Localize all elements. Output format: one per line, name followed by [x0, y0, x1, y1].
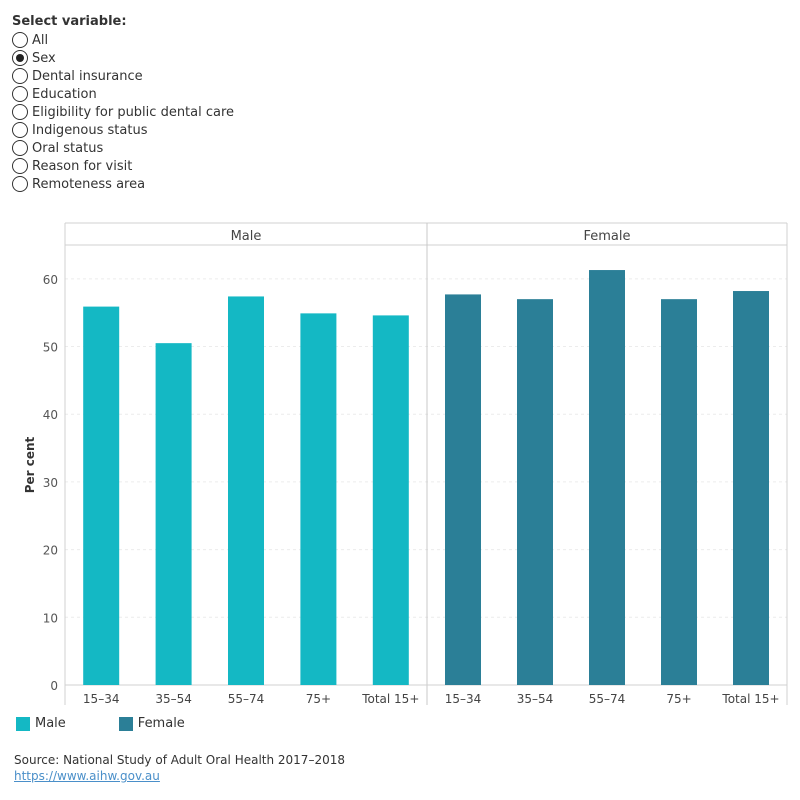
pane-header-female: Female — [583, 229, 630, 244]
radio-button[interactable] — [12, 140, 28, 156]
x-tick-label: 35–54 — [155, 692, 192, 706]
radio-option-all[interactable]: All — [12, 31, 234, 49]
y-axis-title: Per cent — [23, 436, 37, 493]
bar-male-4 — [372, 315, 409, 685]
bar-male-3 — [300, 313, 337, 685]
legend: Male Female — [16, 716, 238, 731]
radio-list: All Sex Dental insurance Education Eligibili… — [12, 31, 234, 193]
radio-option-dental-insurance[interactable]: Dental insurance — [12, 67, 234, 85]
radio-button[interactable] — [12, 122, 28, 138]
radio-option-oral-status[interactable]: Oral status — [12, 139, 234, 157]
bar-female-2 — [589, 270, 625, 685]
legend-item-male[interactable]: Male — [16, 716, 66, 731]
bar-male-1 — [155, 343, 192, 685]
bar-chart: 0 10 20 30 40 50 60 Per cent Male 15–34 35–54 55–74… — [23, 222, 788, 706]
bar-female-4 — [733, 291, 769, 685]
radio-label: Sex — [32, 50, 56, 66]
radio-button[interactable] — [12, 86, 28, 102]
bar-male-2 — [228, 296, 264, 685]
radio-label: Education — [32, 86, 97, 102]
y-tick-label: 20 — [43, 544, 58, 558]
bar-female-1 — [517, 299, 553, 685]
radio-option-sex[interactable]: Sex — [12, 49, 234, 67]
y-tick-label: 50 — [43, 341, 58, 355]
bar-male-0 — [83, 306, 120, 685]
y-tick-label: 40 — [43, 408, 58, 422]
pane-header-male: Male — [231, 229, 262, 244]
radio-button[interactable] — [12, 158, 28, 174]
radio-option-eligibility-for-public-dental-care[interactable]: Eligibility for public dental care — [12, 103, 234, 121]
filter-title: Select variable: — [12, 14, 127, 29]
y-tick-label: 60 — [43, 273, 58, 287]
x-tick-label: 55–74 — [228, 692, 265, 706]
radio-label: All — [32, 32, 49, 48]
legend-item-female[interactable]: Female — [118, 716, 185, 731]
x-tick-label: 75+ — [306, 692, 331, 706]
x-tick-label: 15–34 — [83, 692, 120, 706]
radio-option-indigenous-status[interactable]: Indigenous status — [12, 121, 234, 139]
radio-button[interactable] — [12, 104, 28, 120]
x-tick-label: 15–34 — [445, 692, 482, 706]
legend-swatch-female — [118, 716, 133, 731]
radio-label: Eligibility for public dental care — [32, 104, 235, 120]
x-tick-label: Total 15+ — [361, 692, 419, 706]
x-tick-label: Total 15+ — [721, 692, 779, 706]
legend-label-female: Female — [137, 716, 185, 731]
radio-label: Indigenous status — [32, 122, 148, 138]
y-tick-label: 10 — [43, 611, 58, 625]
x-tick-label: 35–54 — [517, 692, 554, 706]
radio-label: Reason for visit — [32, 158, 133, 174]
radio-label: Dental insurance — [32, 68, 143, 84]
bar-female-3 — [661, 299, 697, 685]
variable-filter: Select variable: All Sex Dental insurance E… — [12, 14, 234, 193]
radio-button[interactable] — [12, 32, 28, 48]
source-text: Source: National Study of Adult Oral Hea… — [14, 753, 345, 767]
source-link[interactable]: https://www.aihw.gov.au — [14, 769, 160, 783]
legend-swatch-male — [16, 716, 30, 731]
radio-label: Remoteness area — [32, 176, 146, 192]
radio-option-reason-for-visit[interactable]: Reason for visit — [12, 157, 234, 175]
radio-option-education[interactable]: Education — [12, 85, 234, 103]
y-tick-label: 30 — [43, 476, 58, 490]
y-tick-label: 0 — [50, 679, 58, 693]
radio-label: Oral status — [32, 140, 104, 156]
radio-button[interactable] — [12, 68, 28, 84]
x-tick-label: 55–74 — [589, 692, 626, 706]
source-note: Source: National Study of Adult Oral Hea… — [14, 752, 345, 784]
radio-button[interactable] — [12, 176, 28, 192]
radio-option-remoteness-area[interactable]: Remoteness area — [12, 175, 234, 193]
bar-female-0 — [445, 294, 481, 685]
legend-label-male: Male — [35, 716, 66, 731]
radio-button[interactable] — [12, 50, 28, 66]
x-tick-label: 75+ — [666, 692, 691, 706]
